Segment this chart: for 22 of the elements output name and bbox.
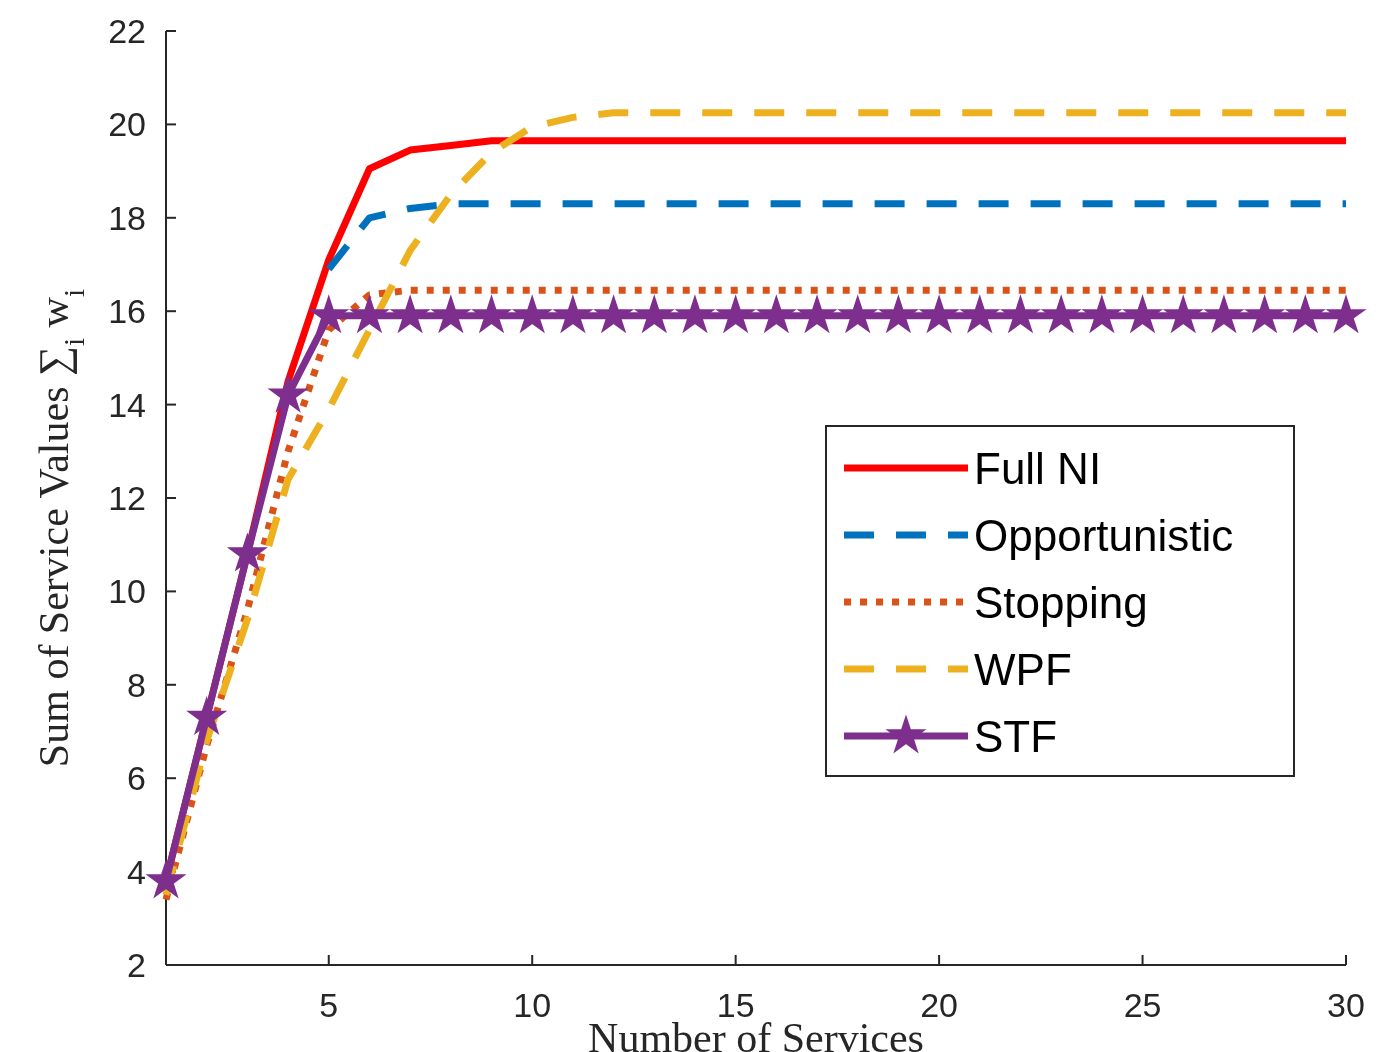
y-tick-label: 10 bbox=[108, 572, 146, 611]
y-tick-label: 6 bbox=[127, 759, 146, 798]
y-tick-label: 12 bbox=[108, 479, 146, 517]
x-tick-label: 30 bbox=[1327, 986, 1365, 1024]
y-tick-label: 20 bbox=[108, 105, 146, 144]
y-tick-label: 22 bbox=[108, 12, 146, 50]
y-tick-label: 4 bbox=[127, 852, 146, 891]
y-tick-label: 16 bbox=[108, 292, 146, 331]
legend-label: WPF bbox=[974, 645, 1072, 694]
x-tick-label: 25 bbox=[1123, 986, 1162, 1024]
x-tick-label: 15 bbox=[716, 986, 755, 1024]
legend-label: Stopping bbox=[974, 578, 1148, 627]
y-tick-label: 8 bbox=[127, 665, 146, 704]
y-tick-label: 18 bbox=[108, 198, 146, 237]
legend-label: Full NI bbox=[974, 444, 1102, 493]
y-tick-label: 14 bbox=[108, 385, 146, 424]
y-tick-label: 2 bbox=[127, 946, 146, 984]
x-tick-label: 20 bbox=[920, 986, 959, 1024]
legend-label: Opportunistic bbox=[974, 511, 1234, 560]
legend-label: STF bbox=[974, 712, 1058, 761]
x-tick-label: 10 bbox=[513, 986, 552, 1024]
x-tick-label: 5 bbox=[319, 986, 339, 1024]
